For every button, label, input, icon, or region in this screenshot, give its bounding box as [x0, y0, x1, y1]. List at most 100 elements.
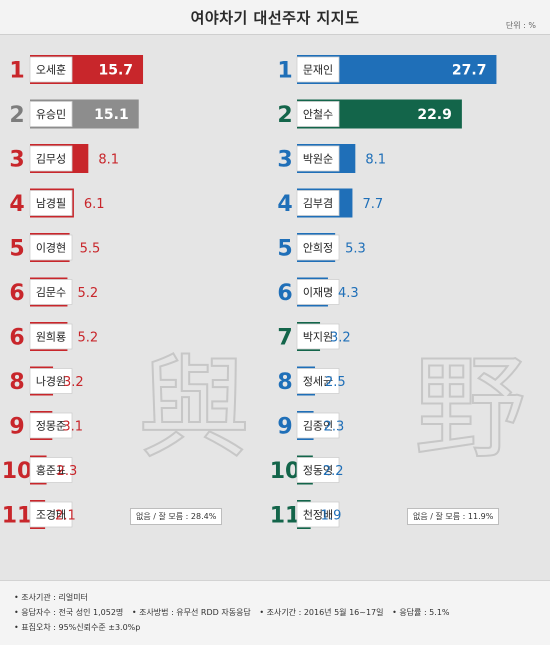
- left-rank-label: 9: [9, 415, 24, 440]
- no-answer-right: 없음 / 잘 모름 : 11.9%: [407, 508, 500, 525]
- footer-period: • 조사기간 : 2016년 5월 16~17일: [259, 608, 384, 617]
- left-name-box: [29, 279, 73, 305]
- right-value-label: 2.2: [323, 464, 344, 479]
- left-value-label: 5.2: [77, 331, 98, 346]
- right-rank-label: 5: [277, 237, 292, 262]
- right-name-box: [296, 323, 340, 350]
- left-candidate-name: 나경원: [36, 375, 66, 388]
- right-candidate-name: 김종인: [303, 420, 333, 433]
- left-rank-label: 8: [9, 370, 24, 395]
- chart-panel: 與 野 1 오세훈 15.7 2 유승민 15.1 3 김무성 8.1 4 남경필 6.1 5 이경현 5.…: [0, 35, 550, 580]
- right-value-label: 3.2: [330, 331, 351, 346]
- right-candidate-name: 정세균: [303, 375, 333, 388]
- watermark-right: 野: [413, 343, 527, 475]
- right-value-label: 22.9: [417, 107, 452, 123]
- no-answer-left: 없음 / 잘 모름 : 28.4%: [130, 508, 223, 525]
- right-candidate-name: 이재명: [303, 286, 333, 299]
- right-candidate-name: 박지원: [303, 331, 333, 344]
- left-value-label: 3.1: [62, 420, 83, 435]
- left-rank-label: 3: [9, 148, 24, 173]
- right-value-label: 2.5: [325, 375, 346, 390]
- right-rank-label: 7: [277, 326, 292, 351]
- left-name-box: [29, 190, 73, 216]
- left-name-box: [29, 145, 73, 172]
- left-value-label: 6.1: [84, 197, 105, 212]
- right-rank-label: 10: [270, 459, 301, 484]
- footer-margin-of-error: • 표집오차 : 95%신뢰수준 ±3.0%p: [14, 623, 141, 632]
- left-rank-label: 10: [2, 459, 33, 484]
- left-candidate-name: 김문수: [36, 286, 66, 299]
- footer-respondents: • 응답자수 : 전국 성인 1,052명: [14, 608, 124, 617]
- left-candidate-name: 원희룡: [36, 331, 66, 344]
- right-name-box: [296, 457, 340, 483]
- watermark-left: 與: [137, 343, 251, 475]
- bar-chart: 1 오세훈 15.7 2 유승민 15.1 3 김무성 8.1 4 남경필 6.1 5 이경현 5.5 6 김문…: [2, 55, 497, 529]
- right-rank-label: 3: [277, 148, 292, 173]
- right-rank-label: 1: [277, 59, 292, 84]
- right-value-label: 4.3: [338, 286, 359, 301]
- right-rank-label: 2: [277, 103, 292, 128]
- right-candidate-name: 안철수: [303, 108, 333, 121]
- right-candidate-name: 박원순: [303, 153, 333, 166]
- left-value-label: 5.5: [80, 242, 101, 257]
- left-candidate-name: 조경태: [36, 509, 66, 522]
- left-value-label: 8.1: [98, 153, 119, 168]
- left-value-label: 15.1: [94, 107, 129, 123]
- left-candidate-name: 이경현: [36, 242, 66, 255]
- left-name-box: [29, 501, 73, 528]
- right-value-label: 7.7: [362, 197, 383, 212]
- right-name-box: [296, 234, 340, 261]
- right-value-label: 8.1: [365, 153, 386, 168]
- left-value-label: 2.3: [57, 464, 78, 479]
- right-candidate-name: 문재인: [303, 64, 333, 77]
- footer-response-rate: • 응답률 : 5.1%: [392, 608, 450, 617]
- left-rank-label: 6: [9, 281, 24, 306]
- right-candidate-name: 김부겸: [303, 197, 333, 210]
- right-candidate-name: 정동영: [303, 464, 333, 477]
- right-rank-label: 8: [277, 370, 292, 395]
- left-candidate-name: 정몽준: [36, 420, 66, 433]
- right-rank-label: 11: [270, 504, 301, 529]
- left-candidate-name: 김무성: [36, 153, 66, 166]
- right-value-label: 5.3: [345, 242, 366, 257]
- left-name-box: [29, 457, 73, 483]
- left-candidate-name: 오세훈: [36, 64, 66, 77]
- left-name-box: [29, 368, 73, 394]
- right-value-label: 1.9: [321, 509, 342, 524]
- left-candidate-name: 남경필: [36, 197, 66, 210]
- left-rank-label: 6: [9, 326, 24, 351]
- right-name-box: [296, 501, 340, 528]
- left-value-label: 3.2: [63, 375, 84, 390]
- right-name-box: [296, 190, 340, 216]
- right-rank-label: 4: [277, 192, 292, 217]
- left-value-label: 5.2: [77, 286, 98, 301]
- left-value-label: 2.1: [55, 509, 76, 524]
- right-name-box: [296, 101, 340, 127]
- right-candidate-name: 안희정: [303, 242, 333, 255]
- left-value-label: 15.7: [98, 63, 133, 79]
- right-value-label: 27.7: [452, 63, 487, 79]
- left-name-box: [29, 101, 73, 127]
- right-name-box: [296, 279, 340, 305]
- left-rank-label: 5: [9, 237, 24, 262]
- footer-methodology: • 응답자수 : 전국 성인 1,052명 • 조사방법 : 유무선 RDD 자…: [14, 607, 456, 618]
- right-name-box: [296, 145, 340, 172]
- right-rank-label: 6: [277, 281, 292, 306]
- left-candidate-name: 유승민: [36, 108, 66, 121]
- left-rank-label: 1: [9, 59, 24, 84]
- left-rank-label: 2: [9, 103, 24, 128]
- left-name-box: [29, 234, 73, 261]
- left-name-box: [29, 56, 73, 83]
- right-rank-label: 9: [277, 415, 292, 440]
- right-candidate-name: 천정배: [303, 508, 333, 522]
- left-candidate-name: 홍준표: [36, 463, 66, 477]
- unit-label: 단위 : %: [505, 21, 536, 30]
- left-rank-label: 11: [2, 504, 33, 529]
- footer-method: • 조사방법 : 유무선 RDD 자동응답: [131, 608, 251, 617]
- left-name-box: [29, 412, 73, 439]
- right-name-box: [296, 368, 340, 394]
- left-rank-label: 4: [9, 192, 24, 217]
- right-value-label: 2.3: [324, 420, 345, 435]
- right-name-box: [296, 56, 340, 83]
- footer-notes: • 조사기관 : 리얼미터 • 응답자수 : 전국 성인 1,052명 • 조사…: [0, 580, 550, 645]
